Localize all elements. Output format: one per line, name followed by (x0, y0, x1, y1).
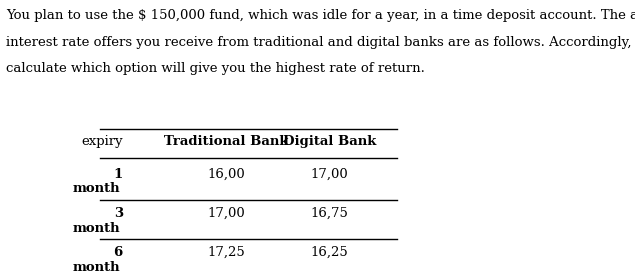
Text: month: month (73, 222, 121, 235)
Text: You plan to use the $ 150,000 fund, which was idle for a year, in a time deposit: You plan to use the $ 150,000 fund, whic… (6, 9, 635, 22)
Text: Digital Bank: Digital Bank (283, 135, 377, 148)
Text: 17,00: 17,00 (207, 207, 245, 220)
Text: month: month (73, 261, 121, 274)
Text: expiry: expiry (81, 135, 123, 148)
Text: 16,75: 16,75 (311, 207, 349, 220)
Text: 6: 6 (114, 246, 123, 259)
Text: interest rate offers you receive from traditional and digital banks are as follo: interest rate offers you receive from tr… (6, 36, 631, 49)
Text: 16,00: 16,00 (207, 168, 245, 181)
Text: 1: 1 (114, 168, 123, 181)
Text: 17,00: 17,00 (311, 168, 349, 181)
Text: 16,25: 16,25 (311, 246, 349, 259)
Text: 3: 3 (114, 207, 123, 220)
Text: 17,25: 17,25 (207, 246, 245, 259)
Text: month: month (73, 182, 121, 196)
Text: Traditional Bank: Traditional Bank (164, 135, 288, 148)
Text: calculate which option will give you the highest rate of return.: calculate which option will give you the… (6, 62, 425, 75)
